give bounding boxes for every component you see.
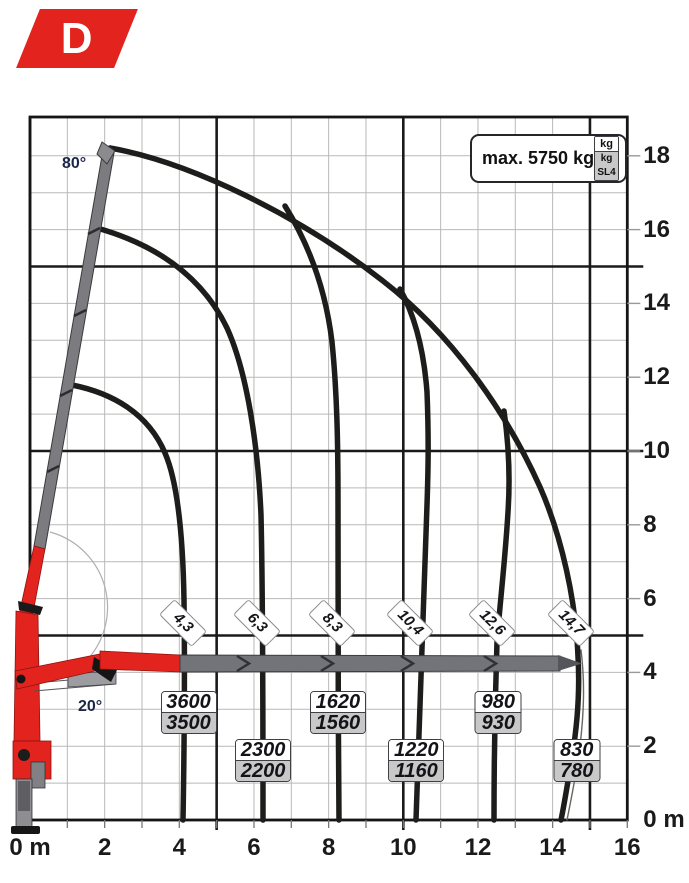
x-axis-tick-label: 8 bbox=[321, 834, 336, 861]
crane-illustration bbox=[11, 141, 582, 834]
grid-lines bbox=[28, 115, 644, 830]
max-capacity-box: max. 5750 kg kg kg SL4 bbox=[470, 134, 627, 183]
load-box: 980 930 bbox=[474, 691, 522, 734]
stabilizer-rod bbox=[18, 781, 30, 811]
x-axis-tick-label: 4 bbox=[172, 834, 186, 861]
y-axis-tick-label: 4 bbox=[643, 658, 657, 686]
y-axis-tick-label: 16 bbox=[643, 215, 670, 243]
boom-raised-segment-marks bbox=[46, 226, 101, 474]
curve-outreach-6-3 bbox=[94, 225, 266, 823]
base-pivot bbox=[18, 749, 30, 761]
y-axis-tick-label: 2 bbox=[643, 732, 657, 760]
curve-outreach-10-4 bbox=[397, 286, 431, 823]
x-axis-tick-label: 12 bbox=[464, 834, 492, 861]
load-kg-sl4-value: 780 bbox=[554, 760, 600, 781]
arm-pivot bbox=[16, 674, 26, 684]
load-kg-sl4-value: 1560 bbox=[310, 712, 365, 733]
slewing-arc bbox=[49, 531, 109, 666]
x-axis-tick-label: 0 m bbox=[9, 834, 51, 861]
load-kg-value: 980 bbox=[475, 692, 521, 712]
curve-outreach-12-6 bbox=[491, 408, 512, 823]
extension-boom-gray bbox=[179, 654, 561, 673]
column-pivot-black bbox=[18, 601, 43, 615]
base-gray-block bbox=[30, 761, 46, 789]
extension-boom-tip bbox=[558, 655, 582, 671]
y-axis-tick-label: 8 bbox=[643, 510, 657, 538]
y-axis-tick-label: 18 bbox=[643, 141, 670, 169]
load-kg-sl4-value: 930 bbox=[475, 712, 521, 733]
boom-raised-tip bbox=[96, 141, 116, 165]
y-axis-tick-label: 12 bbox=[643, 363, 670, 391]
load-kg-sl4-value: 1160 bbox=[389, 760, 444, 781]
x-axis-tick-label: 2 bbox=[97, 834, 112, 861]
load-kg-value: 2300 bbox=[236, 740, 291, 760]
load-box: 830 780 bbox=[553, 739, 601, 782]
x-axis-tick-label: 10 bbox=[389, 834, 417, 861]
extension-boom-segment-marks bbox=[236, 654, 499, 673]
load-box: 2300 2200 bbox=[235, 739, 292, 782]
load-kg-value: 1620 bbox=[310, 692, 365, 712]
load-kg-value: 1220 bbox=[389, 740, 444, 760]
max-capacity-label: max. 5750 kg bbox=[482, 148, 595, 168]
y-axis-tick-label: 0 m bbox=[643, 806, 685, 833]
y-axis-tick-label: 10 bbox=[643, 437, 670, 464]
load-box: 1220 1160 bbox=[388, 739, 445, 782]
load-kg-sl4-value: 2200 bbox=[236, 760, 291, 781]
stabilizer-foot bbox=[11, 826, 40, 834]
x-axis-tick-label: 14 bbox=[539, 834, 566, 861]
kg-unit-top: kg bbox=[595, 137, 618, 151]
load-box: 3600 3500 bbox=[160, 691, 217, 734]
load-kg-sl4-value: 3500 bbox=[161, 712, 216, 733]
curve-outreach-8-3 bbox=[282, 203, 342, 823]
extension-boom-red bbox=[99, 650, 181, 673]
y-axis-tick-label: 6 bbox=[643, 584, 657, 612]
load-kg-value: 3600 bbox=[161, 692, 216, 712]
y-axis-tick-label: 14 bbox=[643, 289, 670, 317]
boom-raised-gray bbox=[33, 149, 115, 550]
kg-unit-badge: kg kg SL4 bbox=[594, 136, 619, 181]
kg-unit-bottom: kg SL4 bbox=[595, 151, 618, 180]
x-axis-tick-label: 6 bbox=[247, 834, 261, 861]
load-box: 1620 1560 bbox=[309, 691, 366, 734]
load-kg-value: 830 bbox=[554, 740, 600, 760]
x-axis-tick-label: 16 bbox=[613, 834, 641, 861]
boom-angle-80-label: 80° bbox=[62, 155, 87, 172]
boom-angle-20-label: 20° bbox=[78, 698, 103, 715]
